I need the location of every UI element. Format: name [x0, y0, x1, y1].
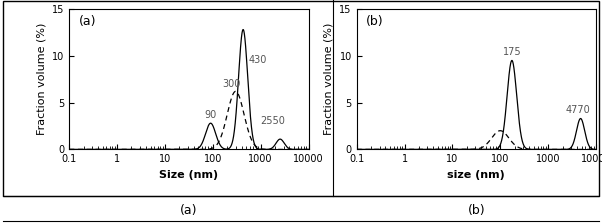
Text: 90: 90 [205, 110, 217, 120]
Y-axis label: Fraction volume (%): Fraction volume (%) [324, 23, 334, 135]
Text: (b): (b) [468, 204, 485, 217]
Text: 300: 300 [222, 78, 240, 89]
X-axis label: Size (nm): Size (nm) [160, 170, 219, 180]
Text: 2550: 2550 [261, 116, 285, 126]
Text: (a): (a) [79, 14, 96, 27]
X-axis label: size (nm): size (nm) [447, 170, 505, 180]
Text: (b): (b) [366, 14, 384, 27]
Text: 430: 430 [249, 55, 267, 65]
Text: 4770: 4770 [565, 105, 591, 115]
Text: 175: 175 [503, 47, 521, 57]
Text: (a): (a) [180, 204, 197, 217]
Y-axis label: Fraction volume (%): Fraction volume (%) [37, 23, 46, 135]
